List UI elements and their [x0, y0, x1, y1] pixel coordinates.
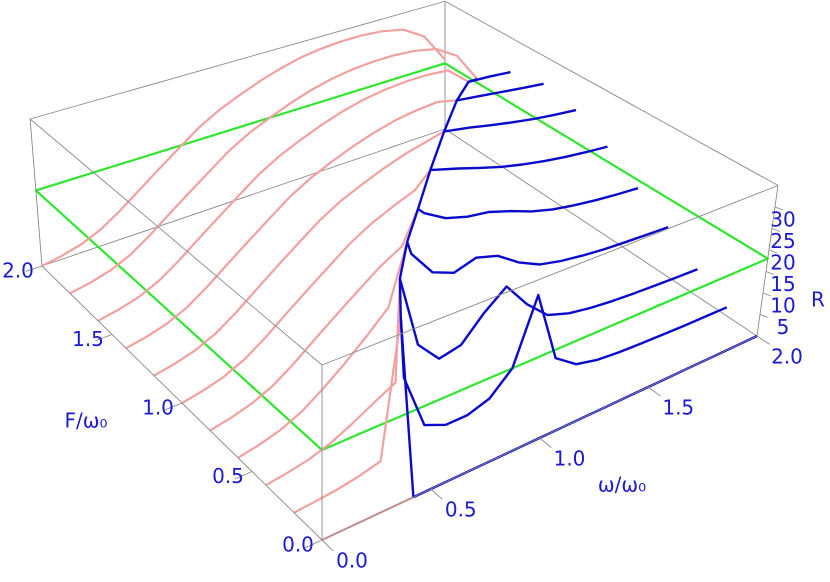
z-tick-label: 15 — [770, 272, 795, 296]
x-tick-label: 0.0 — [336, 549, 368, 573]
y-tick — [234, 471, 253, 480]
upper-branch-curve — [430, 145, 608, 172]
x-tick — [321, 539, 334, 552]
lower-branch-curve — [265, 278, 401, 487]
z-tick-label: 10 — [770, 294, 795, 318]
z-tick-label: 30 — [770, 208, 795, 232]
y-tick-label: 0.0 — [282, 533, 314, 557]
y-axis-title: F/ω₀ — [64, 409, 107, 433]
x-tick — [647, 386, 661, 397]
x-tick-label: 1.5 — [662, 396, 694, 420]
box-edge — [41, 128, 446, 267]
lower-branch-curve — [181, 169, 432, 404]
x-tick-label: 0.5 — [445, 498, 477, 522]
lower-branch-curve — [125, 99, 457, 350]
box-edge — [444, 128, 758, 337]
upper-branch-curve — [444, 108, 577, 133]
lower-branch-curve — [41, 28, 446, 267]
upper-branch-curve — [417, 187, 639, 220]
box-edge — [29, 118, 43, 267]
lower-branch-curve — [97, 69, 470, 322]
z-tick-label: 20 — [770, 251, 795, 275]
y-tick-label: 1.5 — [72, 327, 104, 351]
upper-branch-curve — [456, 82, 544, 102]
box-edge — [29, 0, 446, 120]
z-tick — [759, 314, 769, 318]
x-tick — [539, 437, 552, 448]
box-edge — [444, 0, 779, 186]
x-tick — [430, 488, 443, 500]
z-tick — [762, 292, 772, 297]
lower-branch-curve — [293, 317, 402, 514]
y-tick-label: 2.0 — [2, 259, 34, 283]
y-tick — [304, 539, 323, 549]
box-edge — [756, 185, 779, 337]
y-tick — [25, 265, 43, 272]
box-edge — [29, 118, 323, 366]
upper-branch-curve — [398, 268, 698, 360]
lower-branch-curve — [153, 130, 445, 377]
x-axis-title: ω/ω₀ — [598, 473, 646, 497]
lower-branch-curve — [209, 208, 420, 432]
y-tick — [165, 402, 183, 411]
lower-branch-curve — [237, 241, 409, 459]
box-edge — [321, 185, 779, 366]
x-tick-label: 2.0 — [771, 345, 803, 369]
x-tick — [756, 335, 770, 345]
z-tick — [765, 271, 775, 275]
lower-branch-curve — [69, 47, 479, 295]
upper-branch-curve — [406, 225, 669, 274]
y-tick-label: 1.0 — [142, 396, 174, 420]
z-tick — [771, 228, 781, 232]
z-tick — [768, 249, 778, 254]
z-tick — [774, 206, 784, 211]
y-tick — [95, 334, 113, 342]
upper-branch-curve — [399, 293, 728, 427]
x-tick-label: 1.0 — [554, 447, 586, 471]
z-axis-title: R — [811, 288, 825, 312]
z-tick-label: 5 — [777, 315, 790, 339]
z-tick-label: 25 — [770, 229, 795, 253]
boundary-curve — [398, 77, 478, 498]
reference-plane — [34, 62, 769, 452]
y-tick-label: 0.5 — [212, 464, 244, 488]
